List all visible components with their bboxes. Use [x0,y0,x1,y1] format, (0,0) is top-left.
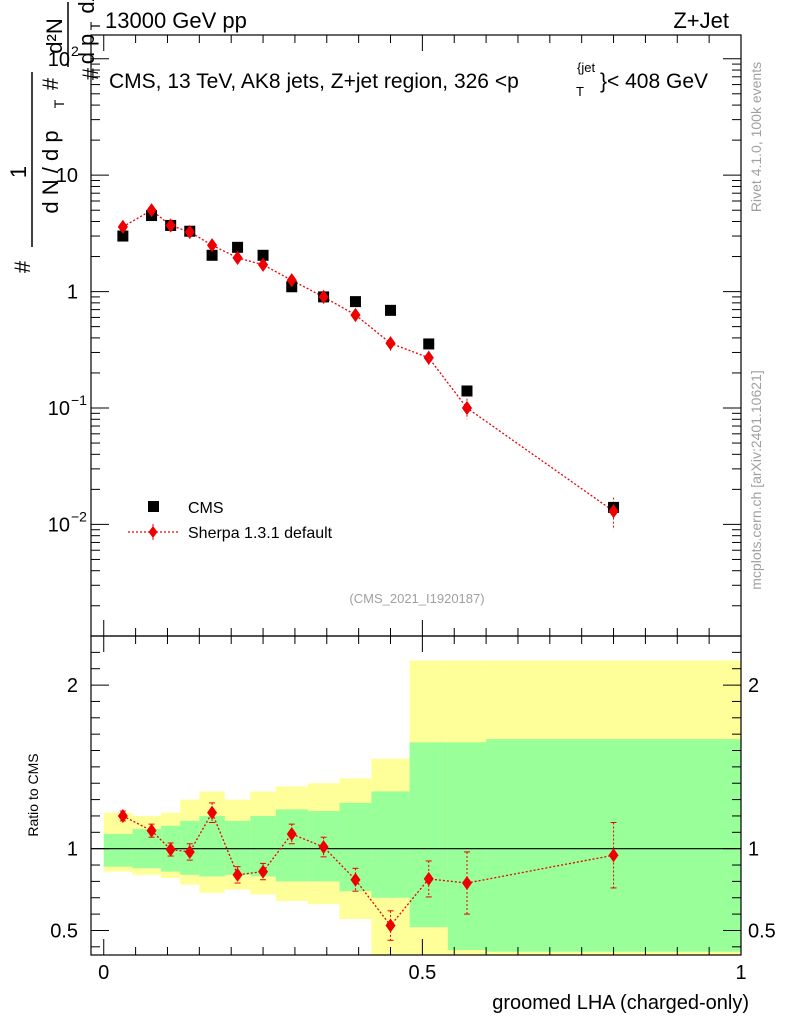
cms-point [232,241,244,253]
ratio-ytick-label-left: 0.5 [50,920,78,942]
main-ytick-label: 1 [67,282,78,304]
legend-cms-label: CMS [188,500,224,517]
mc-point-top [165,218,176,233]
ratio-mc-point [146,823,157,838]
main-frame [90,34,742,637]
ratio-mc-point [350,872,361,887]
ylabel-dp-t: T [87,21,103,30]
mc-point-top [385,336,396,351]
cms-point [423,338,435,350]
side-rivet-text: Rivet 4.1.0, 100k events [748,62,764,212]
mc-point-top [258,257,269,272]
main-ytick-label-exp: 2 [71,43,79,59]
ratio-ytick-label-left: 2 [67,675,78,697]
mc-point-top [146,203,157,218]
mc-point-top [350,307,361,322]
main-ytick-label-exp: −2 [71,508,87,524]
main-marks [117,203,620,530]
ratio-mc-point [258,864,269,879]
ylabel-d2n: d²N [42,18,67,53]
band-inner-10 [371,791,410,898]
ratio-mc-point [318,840,329,855]
title-text-after: }< 408 GeV [600,70,708,93]
main-ytick-label: 10 [48,398,70,420]
ratio-mc-point [232,867,243,882]
mc-point-top [608,504,619,519]
band-inner-12 [447,742,487,951]
mc-point-top [117,219,128,234]
legend-mc-marker [148,526,158,538]
ratio-xtick-label: 0 [98,962,109,984]
band-inner-13 [486,739,741,952]
ratio-xtick-label: 0.5 [408,962,436,984]
legend: CMS Sherpa 1.3.1 default [128,500,333,542]
ratio-mc-point [385,918,396,933]
main-ytick-label: 10 [48,49,70,71]
ratio-mc-point [608,848,619,863]
ratio-bands [103,660,741,955]
main-ytick-label: 10 [48,514,70,536]
mc-point-top [184,224,195,239]
ratio-mc-point [117,808,128,823]
main-title: CMS, 13 TeV, AK8 jets, Z+jet region, 326… [109,60,708,99]
mc-point-top [207,238,218,253]
ratio-mc-point [461,876,472,891]
ratio-mc-line [122,811,614,927]
ylabel-dlambda: dλ [74,0,99,14]
ylabel-dn: d N / d p [38,130,63,213]
mc-point-top [461,400,472,415]
ratio-mc-point [286,826,297,841]
legend-cms-marker [148,501,159,512]
cms-point [117,230,129,242]
mc-point-top [423,350,434,365]
main-ytick-label: 10 [56,165,78,187]
ratio-ytick-label-right: 2 [748,675,759,697]
legend-mc-label: Sherpa 1.3.1 default [188,525,333,542]
band-inner-5 [224,820,251,875]
mc-point-top [286,273,297,288]
ratio-mc-point [423,871,434,886]
cms-point [257,249,269,261]
title-text-before: CMS, 13 TeV, AK8 jets, Z+jet region, 326… [109,70,519,93]
ratio-ytick-label-right: 1 [748,839,759,861]
ratio-ytick-label-left: 1 [67,839,78,861]
ylabel-hash-mid: # [38,77,63,90]
cms-point [206,249,218,261]
ratio-ytick-label-right: 0.5 [748,920,776,942]
mc-line [122,209,614,512]
mc-point-top [232,250,243,265]
header-left: 13000 GeV pp [105,8,247,33]
ratio-mc-point [165,842,176,857]
title-text-sub: T [576,84,584,99]
band-inner-4 [199,815,225,877]
main-ylabel: # 1 d N / d p T # d²N # d p T dλ [6,0,103,273]
ratio-xlabel: groomed LHA (charged-only) [492,992,749,1014]
ylabel-dn-t: T [51,99,67,108]
ratio-mc-point [184,844,195,859]
ratio-marks [117,802,619,941]
cms-point [461,385,473,397]
cms-point [385,304,397,316]
ratio-xtick-label: 1 [735,962,746,984]
band-inner-0 [103,833,133,867]
ratio-ylabel: Ratio to CMS [25,753,41,836]
band-inner-7 [275,809,308,882]
ratio-axes: 0.5 0.51 12 20 0.5 1 [50,635,776,984]
main-ytick-label-exp: −1 [71,392,87,408]
ylabel-hash-left: # [10,260,35,273]
ylabel-one: 1 [6,166,31,178]
header-right: Z+Jet [673,8,729,33]
cms-point [349,296,361,308]
mc-point-top [318,289,329,304]
side-mcplots-text: mcplots.cern.ch [arXiv:2401.10621] [748,370,764,589]
title-text-sup: {jet [577,60,595,75]
band-inner-11 [409,742,448,928]
ratio-mc-point [207,805,218,820]
ratio-frame [90,635,742,956]
analysis-watermark: (CMS_2021_I1920187) [349,591,484,606]
